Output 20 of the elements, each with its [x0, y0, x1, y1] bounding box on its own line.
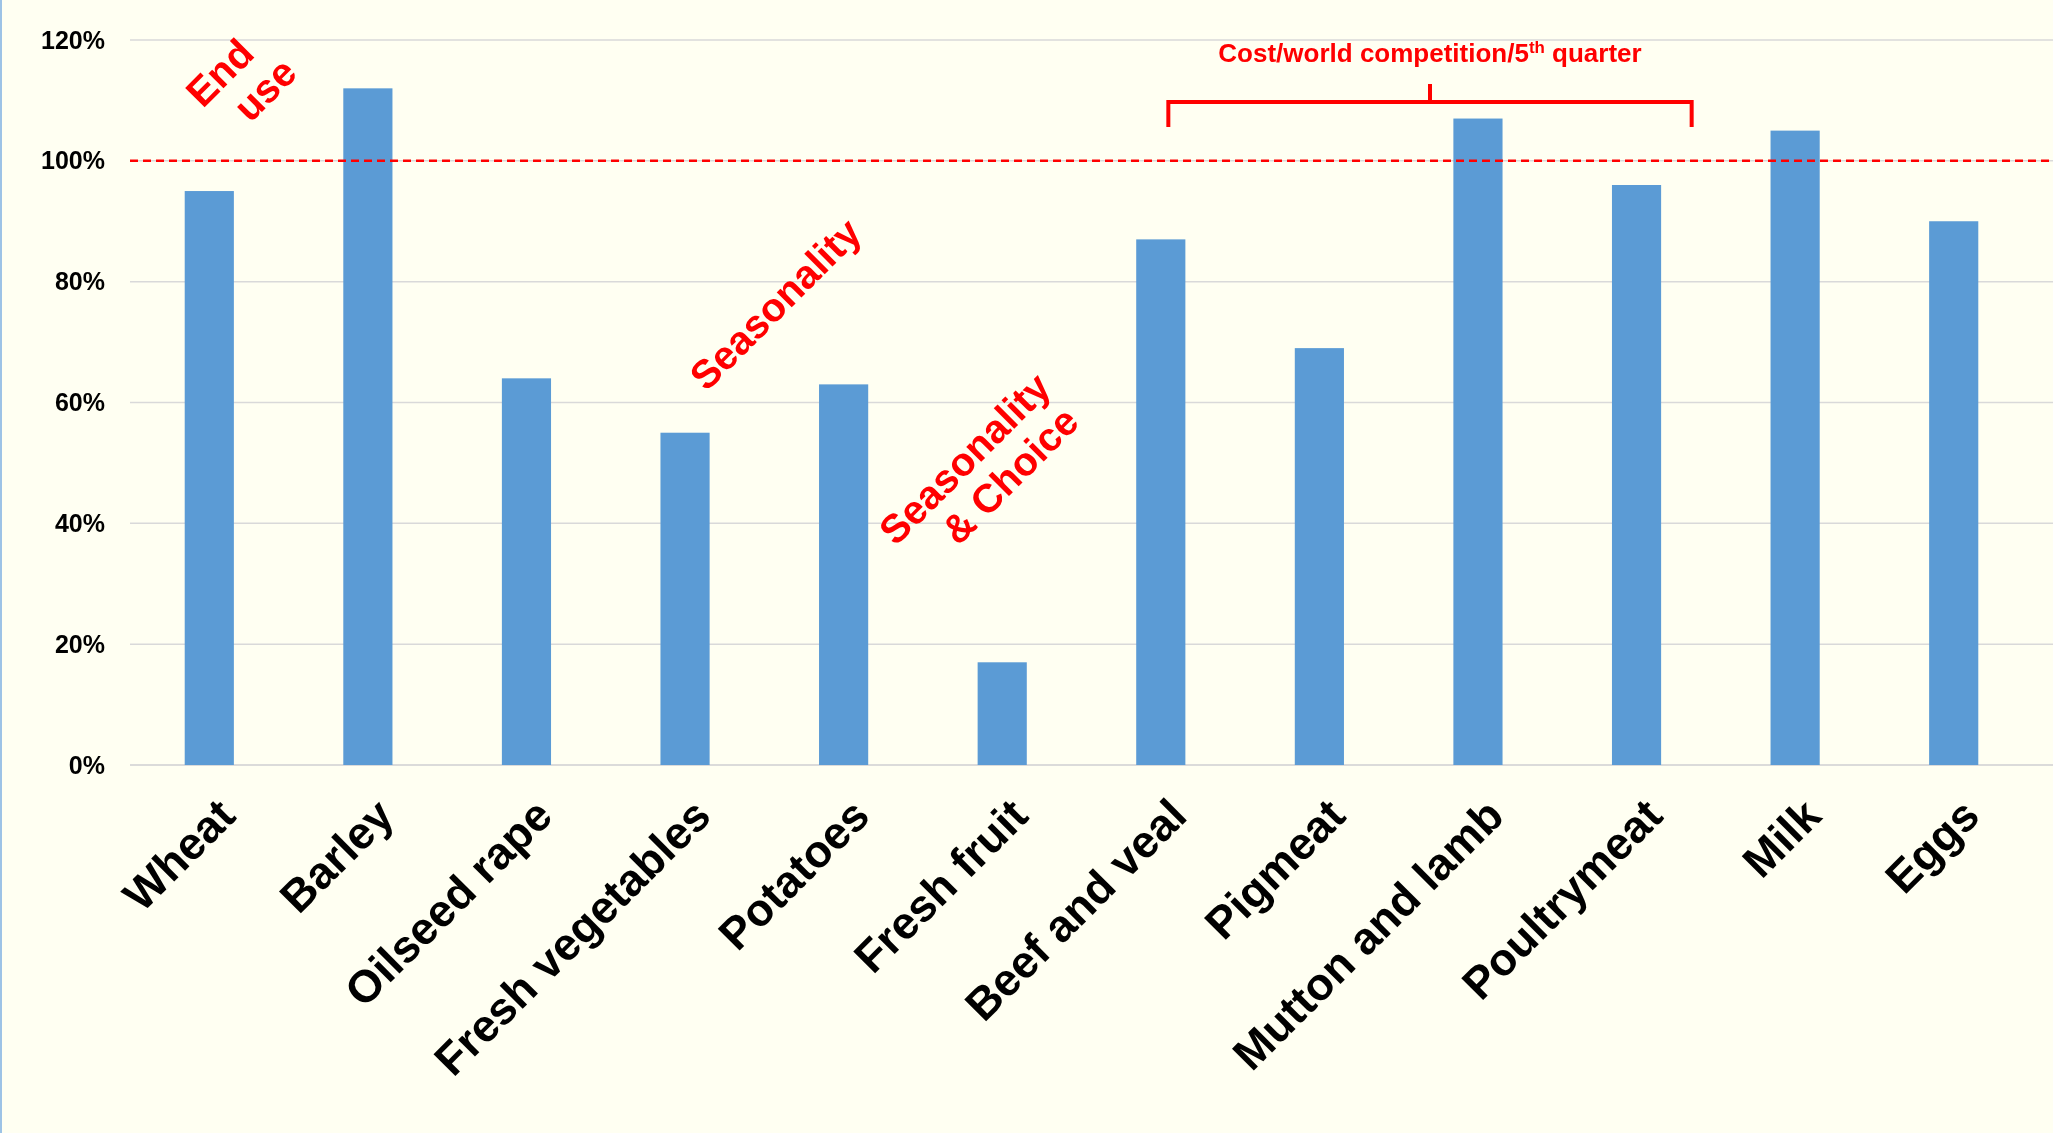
bar — [1294, 348, 1344, 765]
bar — [1611, 185, 1662, 765]
bar — [660, 432, 710, 765]
y-tick-label: 40% — [54, 508, 105, 537]
y-tick-label: 80% — [54, 267, 105, 296]
x-tick-label: Milk — [1732, 788, 1832, 888]
bar — [184, 191, 234, 765]
y-tick-label: 0% — [68, 750, 105, 779]
annotation: Cost/world competition/5$^{th}$ quarter — [1218, 37, 1642, 68]
bar — [1929, 221, 1979, 765]
bar — [1770, 130, 1820, 765]
bar — [1453, 118, 1503, 765]
bar — [501, 378, 552, 765]
bar — [343, 88, 393, 765]
bar — [1136, 239, 1186, 765]
y-tick-label: 60% — [54, 388, 105, 416]
bar — [977, 662, 1027, 765]
y-tick-label: 100% — [41, 146, 105, 175]
y-tick-label: 20% — [54, 629, 105, 658]
y-tick-label: 120% — [41, 25, 105, 54]
